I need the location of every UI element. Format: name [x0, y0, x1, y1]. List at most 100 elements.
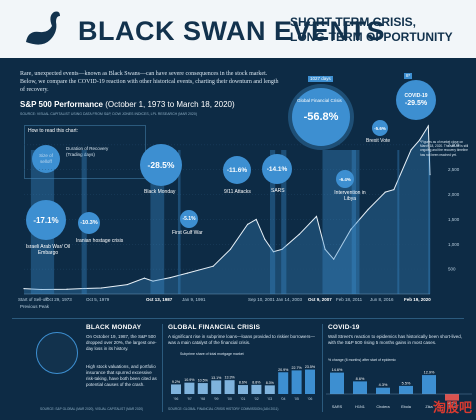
sp500-point — [419, 139, 421, 141]
sp500-point — [264, 238, 266, 240]
xlabel-2011: Feb 18, 2011 — [336, 297, 363, 302]
label-sars: SARS — [271, 188, 285, 194]
sp500-point — [186, 272, 189, 274]
swan-icon — [26, 11, 60, 45]
bubble-brexit: -5.6% — [372, 120, 388, 136]
xlabel-2020: Feb 19, 2020 — [404, 297, 431, 302]
ytick-label: 3,000 — [448, 142, 460, 147]
covid-bar-name: Ebola — [401, 405, 412, 409]
gfc-year-label: '00 — [227, 397, 232, 401]
sp500-point — [152, 280, 154, 282]
label-911-attacks: 9/11 Attacks — [224, 189, 251, 195]
sp500-point — [169, 276, 171, 279]
covid-bar — [353, 381, 367, 394]
drop-libya: -6.4% — [339, 176, 351, 182]
gfc-year-label: '03 — [267, 397, 272, 401]
panel-divider-2 — [322, 324, 323, 412]
sp500-point — [427, 125, 429, 127]
sp500-point — [410, 149, 412, 151]
watermark: 淘股吧 — [432, 400, 472, 415]
bubble-covid: COVID-19 -29.5% — [396, 80, 436, 120]
sp500-point — [429, 174, 431, 176]
ytick-label: 1,500 — [448, 217, 460, 222]
covid-heading: COVID-19 — [328, 324, 360, 331]
selloff-region — [270, 150, 276, 294]
sp500-point — [212, 265, 214, 267]
selloff-region — [177, 150, 181, 294]
gfc-bar-label: 8.3% — [266, 381, 275, 385]
gfc-text: A significant rise in subprime loans—loa… — [168, 334, 315, 345]
bubble-israeli-arab-war: -17.1% — [26, 200, 66, 240]
drop-covid: -29.5% — [404, 100, 428, 107]
gfc-year-label: '97 — [187, 397, 192, 401]
sp500-point — [333, 258, 335, 260]
panel-divider-1 — [162, 324, 163, 412]
black-monday-text: On October 19, 1987, the S&P 500 dropped… — [86, 334, 157, 351]
gfc-bar-label: 8.6% — [239, 381, 248, 385]
covid-bar-value: 5.5% — [402, 381, 411, 385]
gfc-year-label: '96 — [174, 397, 179, 401]
gfc-bar — [305, 369, 315, 394]
gfc-bar — [278, 372, 289, 394]
drop-911-attacks: -11.6% — [226, 166, 248, 174]
bubble-black-monday: -28.5% — [140, 144, 182, 186]
sp500-point — [83, 287, 85, 290]
covid-bar-value: 4.3% — [379, 383, 388, 387]
sp500-point — [315, 215, 318, 218]
sp500-point — [229, 248, 232, 250]
sp500-point — [350, 228, 352, 230]
xlabel-2016: Jun 8, 2016 — [370, 297, 394, 302]
sp500-point — [255, 218, 257, 221]
bottom-divider — [12, 318, 464, 319]
gfc-bar-label: 10.5% — [198, 379, 209, 383]
bubble-first-gulf-war: -5.1% — [180, 210, 198, 228]
black-monday-icon — [36, 332, 78, 374]
covid-bar — [422, 375, 436, 394]
covid-note: *Figures as of market close on March 18,… — [420, 140, 469, 157]
gfc-bar-label: 9.2% — [172, 380, 181, 384]
selloff-region — [397, 150, 400, 294]
label-iranian-hostage: Iranian hostage crisis — [76, 238, 124, 244]
drop-first-gulf-war: -5.1% — [182, 216, 196, 222]
drop-black-monday: -28.5% — [147, 160, 175, 170]
gfc-bar — [224, 380, 235, 394]
gfc-year-label: '98 — [200, 397, 205, 401]
gfc-bar-label: 20.9% — [278, 368, 289, 372]
black-monday-heading: BLACK MONDAY — [86, 324, 142, 331]
sp500-point — [384, 191, 386, 193]
sp500-point — [247, 223, 249, 225]
sp500-point — [143, 277, 146, 279]
covid-bar-value: 12.9% — [424, 371, 435, 375]
covid-bar — [445, 394, 459, 401]
xlabel-2003: Jan 14, 2003 — [276, 297, 303, 302]
xlabel-1979: Oct 5, 1979 — [86, 297, 110, 302]
xlabel-1991: Jan 9, 1991 — [182, 297, 206, 302]
covid-bar — [376, 387, 390, 394]
intro-text: Rare, unexpected events—known as Black S… — [20, 71, 279, 93]
sp500-point — [393, 189, 395, 191]
chart-title-range: (October 1, 1973 to March 18, 2020) — [103, 100, 235, 109]
selloff-region — [150, 150, 165, 294]
chart-title: S&P 500 Performance (October 1, 1973 to … — [20, 100, 235, 109]
covid-text: Wall Street's reaction to epidemics has … — [328, 334, 463, 345]
covid-bar-value: -4.5% — [447, 402, 458, 406]
gfc-source: SOURCE: GLOBAL FINANCIAL CRISIS HISTORY … — [168, 407, 279, 411]
sp500-area — [24, 126, 430, 294]
gfc-bar — [184, 382, 195, 394]
ytick-label: 2,500 — [448, 167, 460, 172]
sp500-point — [40, 288, 42, 291]
title-gfc: Global Financial Crisis — [297, 98, 342, 103]
xlabel-2007: Oct 9, 2007 — [308, 297, 332, 302]
gfc-bar-label: 8.8% — [252, 380, 261, 384]
drop-israeli-arab-war: -17.1% — [33, 215, 59, 225]
label-brexit: Brexit Vote — [366, 138, 391, 144]
ytick-label: 500 — [448, 267, 456, 272]
drop-sars: -14.1% — [266, 165, 288, 173]
legend-selloff-circle: Size of selloff — [32, 145, 60, 173]
covid-bar-value: 8.6% — [356, 377, 365, 381]
bubble-sars: -14.1% — [262, 154, 292, 184]
gfc-legend: Subprime share of total mortgage market — [180, 352, 244, 356]
covid-bar-name: H1N1 — [355, 405, 365, 409]
sp500-point — [66, 288, 68, 290]
subtitle-line-1: SHORT-TERM CRISIS, — [290, 15, 417, 29]
